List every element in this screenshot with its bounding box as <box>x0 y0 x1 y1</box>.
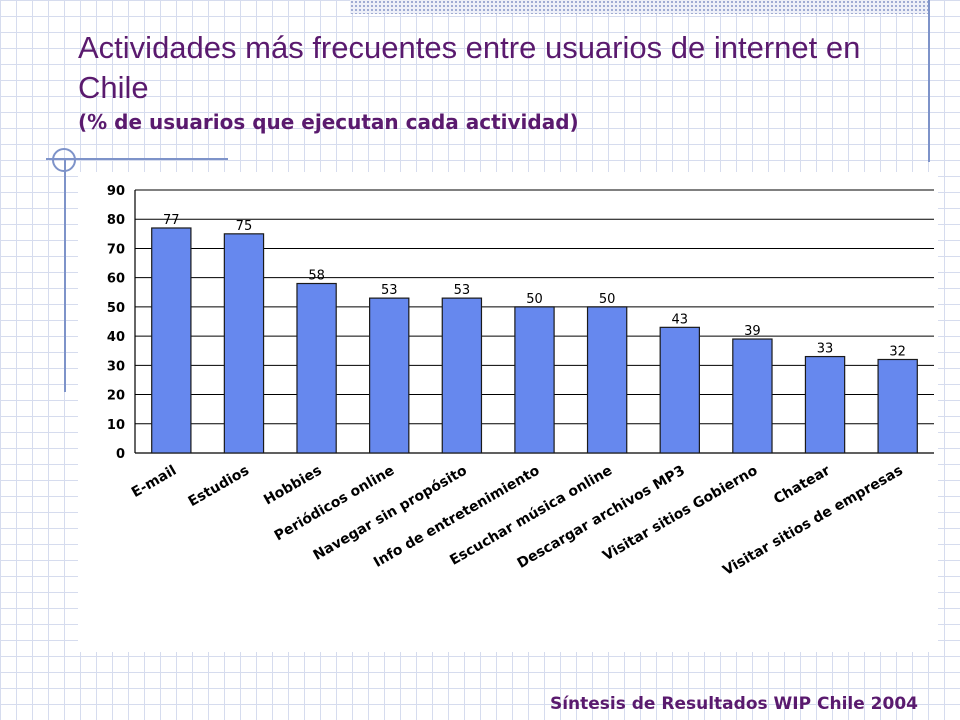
bar <box>223 233 265 454</box>
y-tick-label: 60 <box>107 272 125 287</box>
slide-subtitle: (% de usuarios que ejecutan cada activid… <box>78 110 579 134</box>
decorative-line-horizontal <box>46 158 228 160</box>
y-tick-label: 0 <box>116 447 125 462</box>
decorative-line-right <box>928 0 930 162</box>
decorative-line-left <box>64 160 66 392</box>
bar-chart: 0 10 20 30 40 50 60 70 80 90 77 E-mail 75 Estudios 58 H… <box>107 184 934 579</box>
bar <box>586 306 628 454</box>
data-label: 50 <box>526 292 543 307</box>
y-tick-label: 50 <box>107 301 125 316</box>
category-label: Hobbies <box>261 463 324 509</box>
bar <box>369 297 410 454</box>
title-block: Actividades más frecuentes entre usuario… <box>78 28 898 136</box>
bar <box>659 326 700 454</box>
bar <box>151 227 192 454</box>
data-label: 75 <box>236 219 253 234</box>
data-label: 32 <box>889 344 906 359</box>
data-label: 50 <box>599 292 616 307</box>
y-tick-label: 70 <box>107 242 125 257</box>
data-label: 33 <box>817 342 834 357</box>
category-label: Estudios <box>186 463 252 511</box>
bar <box>877 358 918 454</box>
bar <box>732 338 773 454</box>
y-tick-label: 20 <box>107 389 125 404</box>
bar <box>441 297 483 454</box>
data-label: 43 <box>671 312 688 327</box>
bar <box>804 355 846 454</box>
y-tick-label: 80 <box>107 213 125 228</box>
y-tick-label: 10 <box>107 418 125 433</box>
category-label: Chatear <box>771 463 833 508</box>
data-label: 39 <box>744 324 761 339</box>
data-label: 53 <box>381 283 398 298</box>
data-label: 58 <box>308 269 325 284</box>
bar <box>296 282 337 454</box>
footer-source: Síntesis de Resultados WIP Chile 2004 <box>549 694 918 714</box>
y-tick-label: 30 <box>107 359 125 374</box>
y-tick-label: 40 <box>107 330 125 345</box>
category-label: Periódicos online <box>272 463 397 545</box>
bar <box>514 306 555 454</box>
category-label: E-mail <box>129 463 179 501</box>
top-decorative-band <box>350 0 930 14</box>
chart-background <box>78 172 938 652</box>
y-tick-label: 90 <box>107 184 125 199</box>
data-label: 53 <box>454 283 471 298</box>
crosshair-icon <box>52 148 76 172</box>
data-label: 77 <box>163 213 180 228</box>
slide-title: Actividades más frecuentes entre usuario… <box>78 30 861 105</box>
